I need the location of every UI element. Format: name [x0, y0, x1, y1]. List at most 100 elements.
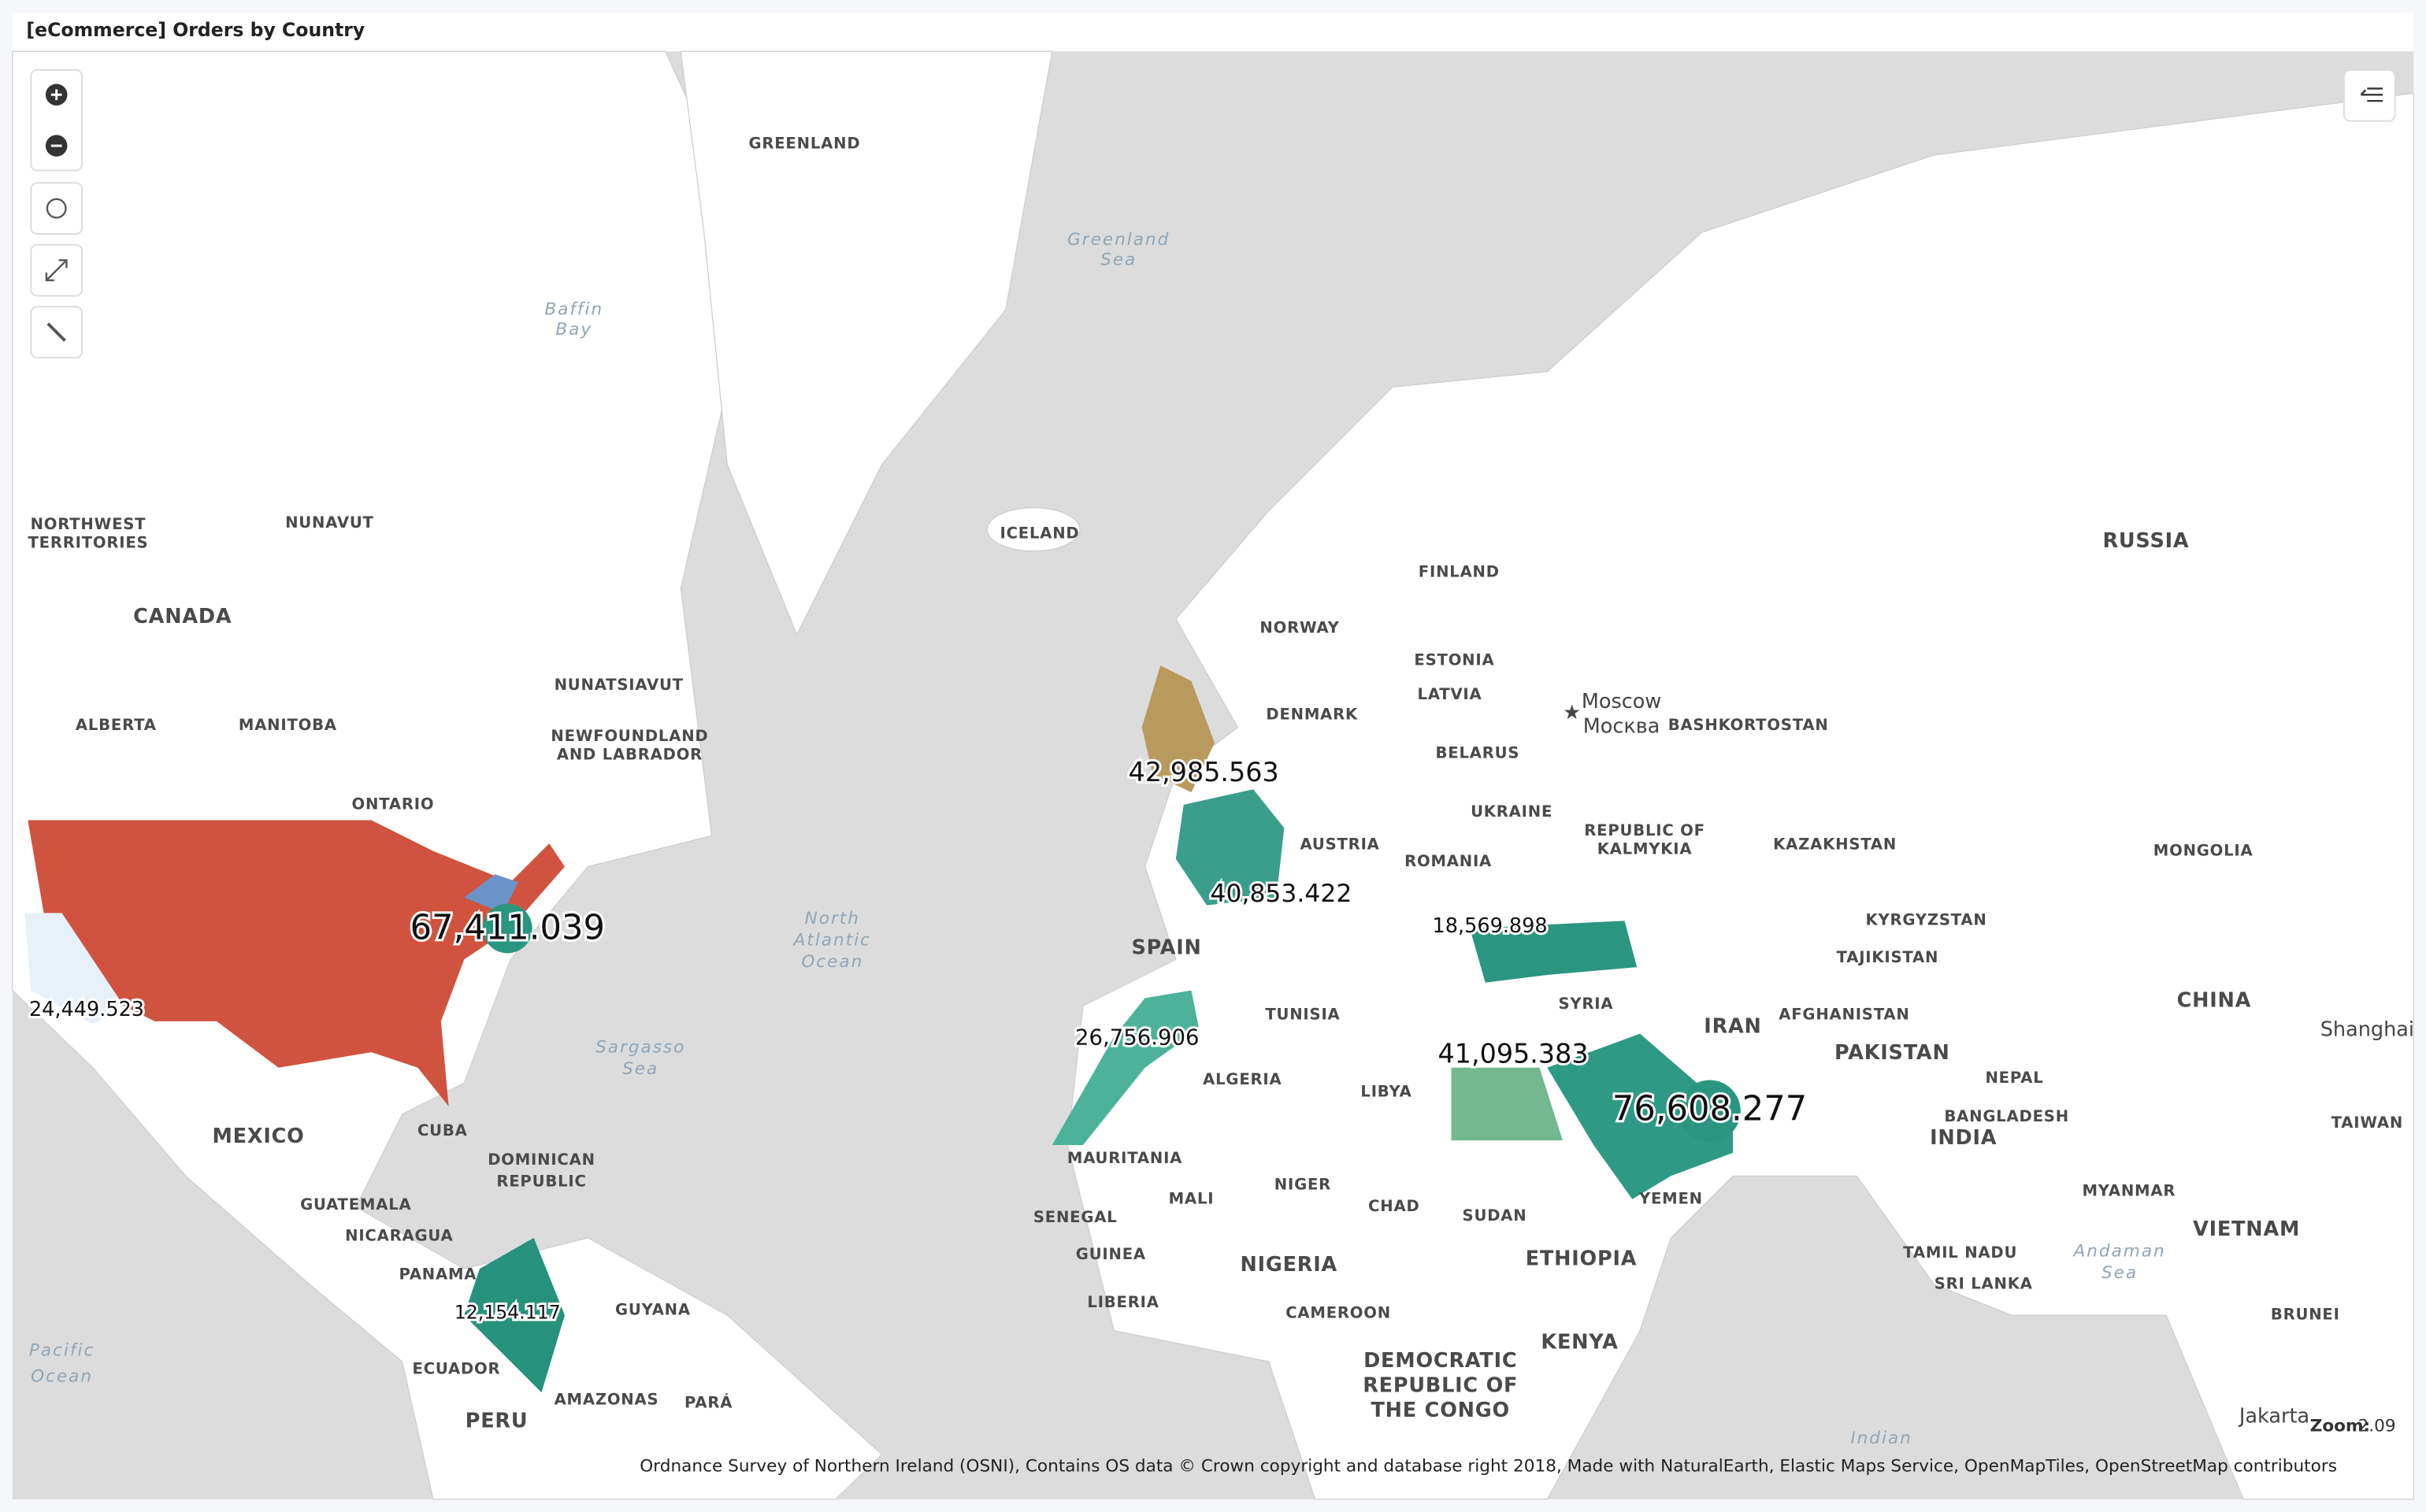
- region: [1451, 1067, 1563, 1141]
- place-label: GUYANA: [615, 1301, 691, 1319]
- place-label: NORWAY: [1259, 618, 1339, 636]
- place-label: SENEGAL: [1033, 1208, 1118, 1226]
- place-label: BASHKORTOSTAN: [1668, 716, 1829, 734]
- place-label: NEPAL: [1985, 1069, 2043, 1087]
- place-label: YEMEN: [1638, 1189, 1703, 1207]
- land: [1066, 92, 2414, 1500]
- place-label: PAKISTAN: [1834, 1041, 1950, 1065]
- metric-label: 41,095.383: [1438, 1039, 1589, 1069]
- place-label: DOMINICAN: [488, 1151, 595, 1169]
- place-label: BRUNEI: [2271, 1306, 2340, 1324]
- place-label: TERRITORIES: [28, 533, 148, 551]
- place-label: ICELAND: [1000, 524, 1079, 543]
- region: [464, 874, 519, 914]
- water-label: Sea: [1100, 250, 1137, 269]
- place-label: DEMOCRATIC: [1363, 1349, 1517, 1373]
- place-label: ONTARIO: [352, 795, 435, 813]
- place-label: LIBYA: [1360, 1083, 1411, 1101]
- place-label: KYRGYZSTAN: [1865, 911, 1986, 929]
- panel-title: [eCommerce] Orders by Country: [26, 19, 365, 41]
- place-label: AND LABRADOR: [557, 746, 703, 764]
- place-label: REPUBLIC OF: [1584, 821, 1705, 839]
- place-label: ESTONIA: [1414, 651, 1494, 669]
- metric-label: 12,154.117: [454, 1302, 561, 1324]
- place-label: ALBERTA: [76, 716, 157, 734]
- place-label: NUNATSIAVUT: [555, 676, 684, 694]
- place-label: NIGER: [1274, 1176, 1331, 1194]
- region: [1052, 990, 1200, 1146]
- place-label: KAZAKHSTAN: [1773, 835, 1897, 853]
- region: [1547, 1033, 1733, 1199]
- water-label: Pacific: [29, 1340, 95, 1360]
- place-label: GUINEA: [1076, 1245, 1146, 1263]
- region-marker: [1679, 1080, 1741, 1143]
- land: [986, 507, 1081, 552]
- place-label: DENMARK: [1266, 705, 1358, 723]
- water-label: North: [805, 909, 860, 928]
- place-label: NIGERIA: [1240, 1253, 1337, 1277]
- region-marker: [482, 903, 532, 954]
- city-label: Shanghai: [2320, 1018, 2414, 1042]
- place-label: ALGERIA: [1203, 1070, 1282, 1088]
- map-controls: [30, 69, 2396, 359]
- place-label: CHINA: [2177, 988, 2252, 1012]
- place-label: MEXICO: [212, 1125, 304, 1148]
- region: [1470, 921, 1638, 983]
- city-label: Jakarta: [2238, 1405, 2309, 1429]
- city-label: Moscow: [1582, 690, 1661, 713]
- place-label: PERU: [466, 1410, 529, 1433]
- place-label: PANAMA: [399, 1266, 477, 1284]
- place-label: FINLAND: [1419, 563, 1500, 581]
- place-label: CHAD: [1368, 1197, 1419, 1215]
- region: [464, 1237, 565, 1393]
- zoom-controls[interactable]: [30, 69, 83, 172]
- metric-label: 67,411.039: [410, 908, 605, 947]
- place-label: MALI: [1169, 1189, 1215, 1207]
- metric-label: 26,756.906: [1075, 1025, 1199, 1050]
- place-label: ROMANIA: [1404, 852, 1492, 870]
- place-label: SUDAN: [1463, 1206, 1527, 1225]
- water-label: Ocean: [31, 1367, 93, 1387]
- region: [28, 820, 565, 1106]
- place-label: PARÁ: [684, 1394, 733, 1412]
- place-label: IRAN: [1704, 1015, 1761, 1039]
- place-label: THE CONGO: [1371, 1399, 1510, 1422]
- metric-label: 24,449.523: [29, 998, 144, 1021]
- place-label: SRI LANKA: [1934, 1274, 2033, 1292]
- place-label: REPUBLIC: [496, 1173, 586, 1191]
- place-label: VIETNAM: [2193, 1217, 2300, 1241]
- place-label: LIBERIA: [1087, 1293, 1159, 1311]
- place-label: AMAZONAS: [555, 1391, 659, 1409]
- place-label: TAJIKISTAN: [1837, 948, 1939, 966]
- place-label: AUSTRIA: [1300, 835, 1379, 853]
- place-label: MANITOBA: [239, 716, 337, 734]
- water-label: Sargasso: [595, 1037, 685, 1057]
- region: [1175, 789, 1285, 906]
- place-label: ETHIOPIA: [1526, 1247, 1638, 1270]
- place-label: GREENLAND: [748, 135, 860, 153]
- water-label: Ocean: [801, 952, 863, 972]
- place-label: BELARUS: [1436, 744, 1520, 762]
- place-label: CAMEROON: [1285, 1304, 1391, 1322]
- locate-button[interactable]: [30, 182, 83, 235]
- water-label: Bay: [555, 320, 592, 339]
- place-label: SPAIN: [1131, 936, 1201, 960]
- water-label: Sea: [622, 1059, 658, 1079]
- metric-label: 40,853.422: [1211, 880, 1352, 908]
- place-label: UKRAINE: [1471, 802, 1552, 821]
- place-label: KENYA: [1541, 1330, 1618, 1354]
- land: [680, 50, 1053, 636]
- place-label: BANGLADESH: [1944, 1107, 2069, 1125]
- water-label: Sea: [2101, 1263, 2138, 1283]
- place-label: MAURITANIA: [1067, 1149, 1182, 1167]
- place-label: NORTHWEST: [31, 515, 147, 533]
- place-label: KALMYKIA: [1597, 839, 1693, 858]
- attribution: Ordnance Survey of Northern Ireland (OSN…: [640, 1457, 2337, 1477]
- place-label: REPUBLIC OF: [1363, 1373, 1518, 1397]
- place-label: TAIWAN: [2331, 1114, 2403, 1132]
- place-label: NEWFOUNDLAND: [551, 727, 708, 745]
- city-label: Москва: [1583, 715, 1660, 739]
